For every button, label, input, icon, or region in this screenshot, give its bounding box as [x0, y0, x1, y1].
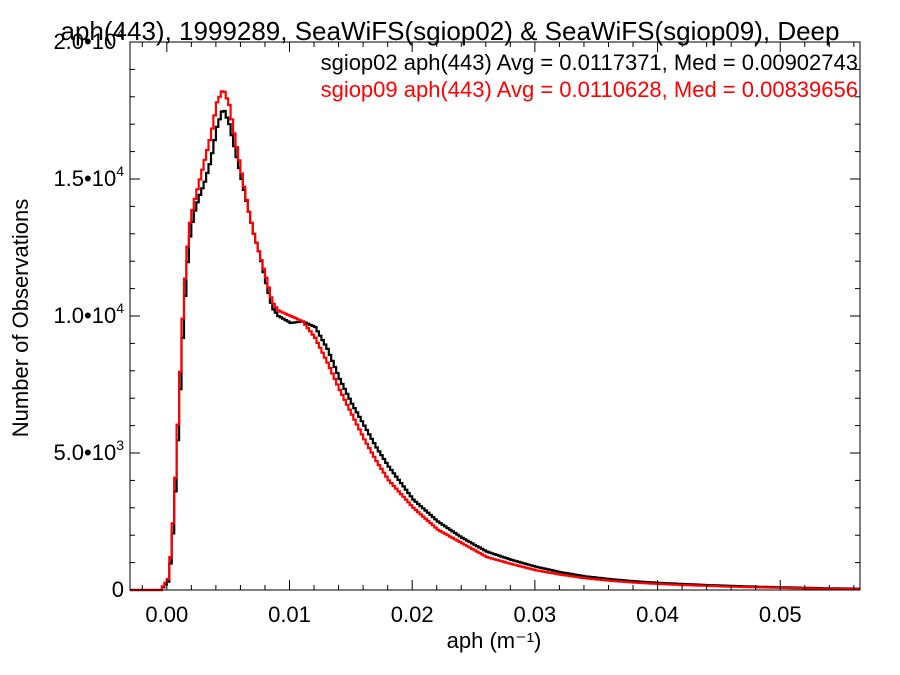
plot-frame	[129, 41, 861, 591]
y-tick-label: 1.5•104	[53, 163, 124, 191]
series-layer	[130, 90, 860, 592]
y-tick-label: 5.0•103	[53, 437, 124, 465]
x-tick-label: 0.04	[636, 602, 679, 627]
axes-layer: 0.00 0.01 0.02 0.03 0.04 0.05 0 5.0•103 1.0•104 1…	[53, 26, 861, 627]
x-axis-label: aph (m⁻¹)	[447, 628, 542, 653]
legend-entry-1: sgiop02 aph(443) Avg = 0.0117371, Med = …	[321, 50, 858, 75]
legend-entry-2: sgiop09 aph(443) Avg = 0.0110628, Med = …	[321, 77, 858, 102]
y-tick-label: 1.0•104	[53, 300, 124, 328]
y-axis-label: Number of Observations	[8, 199, 33, 437]
x-tick-label: 0.02	[391, 602, 434, 627]
x-tick-label: 0.01	[268, 602, 311, 627]
x-tick-label: 0.05	[759, 602, 802, 627]
chart-title: aph(443), 1999289, SeaWiFS(sgiop02) & Se…	[61, 16, 840, 46]
series-line-1	[130, 109, 860, 592]
x-tick-label: 0.00	[145, 602, 188, 627]
legend: sgiop02 aph(443) Avg = 0.0117371, Med = …	[321, 50, 858, 102]
y-tick-label: 2.0•104	[53, 26, 124, 54]
x-tick-label: 0.03	[513, 602, 556, 627]
y-tick-label: 0	[112, 577, 124, 602]
series-line-2	[130, 90, 860, 592]
